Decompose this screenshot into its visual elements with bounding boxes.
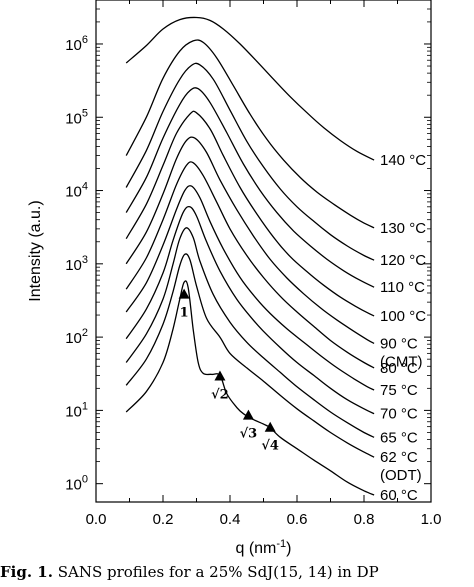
curve-label-2: 65 °C xyxy=(380,429,418,446)
curve-label-1: 62 °C xyxy=(380,449,418,466)
x-tick-label: 0.0 xyxy=(86,511,107,528)
x-axis-title-main: q (nm xyxy=(235,540,276,557)
x-axis-title-close: ) xyxy=(286,540,291,557)
y-tick-label: 101 xyxy=(65,400,88,420)
peak-marker-1 xyxy=(214,370,226,381)
tick-group: 0.0 0.2 0.4 0.6 0.8 1.0 100 101 102 103 104 105 106 xyxy=(65,0,441,528)
caption-text: SANS profiles for a 25% SdJ(15, 14) in D… xyxy=(52,563,379,581)
curve-label-0: 60 °C xyxy=(380,487,418,504)
peak-marker-label-2: √3 xyxy=(240,427,258,442)
x-tick-label: 1.0 xyxy=(421,511,442,528)
curve-label-7: 100 °C xyxy=(380,308,426,325)
curve-0 xyxy=(125,280,375,496)
curve-group xyxy=(125,16,375,496)
x-tick-label: 0.8 xyxy=(354,511,375,528)
x-axis-title: q (nm-1) xyxy=(235,538,291,557)
curve-label-4: 75 °C xyxy=(380,382,418,399)
curve-3 xyxy=(125,205,375,415)
peak-marker-2 xyxy=(242,409,254,420)
curve-label-extra-6: (CMT) xyxy=(380,353,422,370)
y-tick-label: 100 xyxy=(65,474,88,494)
curve-label-group: 60 °C 62 °C(ODT) 65 °C 70 °C 75 °C 80 °C 90 °C… xyxy=(380,152,426,504)
curve-6 xyxy=(125,136,375,344)
y-axis-title: Intensity (a.u.) xyxy=(27,200,44,301)
curve-1 xyxy=(125,253,375,458)
y-tick-label: 103 xyxy=(65,254,88,274)
curve-label-9: 120 °C xyxy=(380,252,426,269)
peak-marker-label-0: 1 xyxy=(180,306,189,321)
x-axis-title-sup: -1 xyxy=(276,538,286,550)
x-tick-label: 0.2 xyxy=(153,511,174,528)
curve-5 xyxy=(125,161,375,369)
curve-4 xyxy=(125,185,375,391)
peak-marker-label-1: √2 xyxy=(211,388,229,403)
curve-label-3: 70 °C xyxy=(380,406,418,423)
curve-8 xyxy=(125,87,375,288)
peak-marker-group: 1 √2 √3√4 xyxy=(178,288,279,454)
x-tick-label: 0.6 xyxy=(287,511,308,528)
plot-frame xyxy=(95,0,432,503)
x-tick-label: 0.4 xyxy=(220,511,241,528)
caption-number: Fig. 1. xyxy=(0,563,53,581)
sans-chart: 1 √2 √3√4 0.0 0.2 0.4 0.6 0.8 1.0 100 101 102 103 10… xyxy=(27,0,441,557)
peak-marker-0 xyxy=(178,288,190,299)
curve-label-11: 140 °C xyxy=(380,152,426,169)
curve-11 xyxy=(125,16,375,161)
curve-label-5: 80 °C xyxy=(380,360,418,377)
figure-caption: Fig. 1. SANS profiles for a 25% SdJ(15, … xyxy=(0,563,474,587)
curve-9 xyxy=(125,62,375,261)
peak-marker-label-3: √4 xyxy=(261,439,279,454)
y-tick-label: 105 xyxy=(65,107,88,127)
curve-label-extra-1: (ODT) xyxy=(380,467,422,484)
y-tick-label: 102 xyxy=(65,327,88,347)
curve-2 xyxy=(125,227,375,438)
curve-7 xyxy=(125,110,375,317)
curve-10 xyxy=(125,39,375,229)
curve-label-10: 130 °C xyxy=(380,220,426,237)
y-tick-label: 104 xyxy=(65,181,88,201)
curve-label-6: 90 °C xyxy=(380,335,418,352)
y-tick-label: 106 xyxy=(65,34,88,54)
curve-label-8: 110 °C xyxy=(380,279,425,296)
peak-marker-3 xyxy=(264,421,276,432)
